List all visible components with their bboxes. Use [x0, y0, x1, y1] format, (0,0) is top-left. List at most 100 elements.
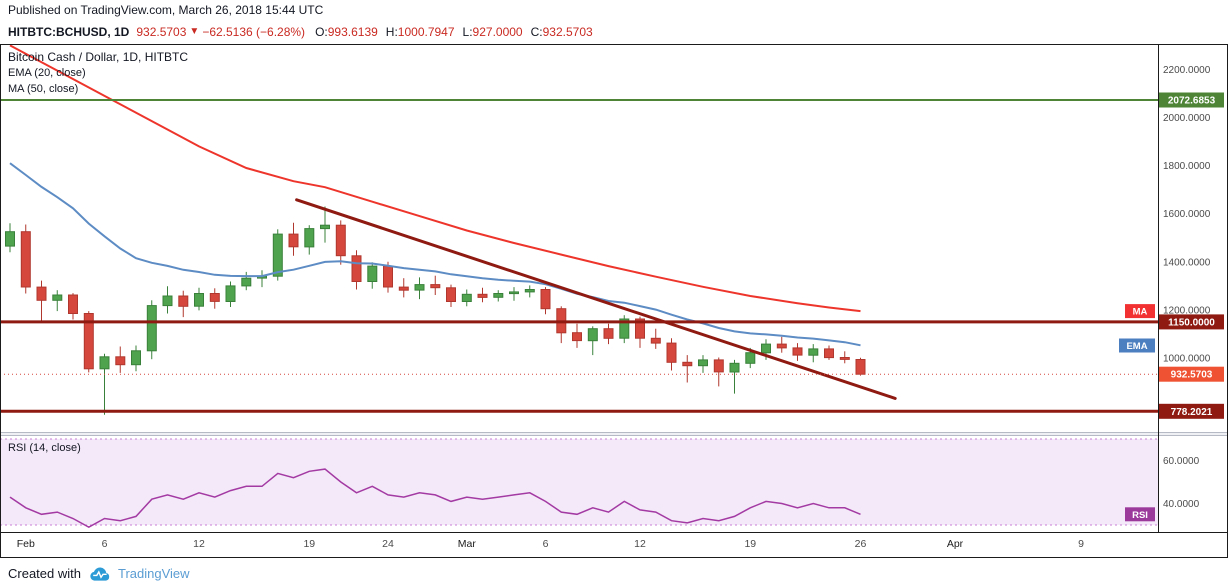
ema20-line [9, 162, 861, 347]
candle-body [115, 356, 126, 366]
indicator-badge [1125, 304, 1155, 319]
tradingview-brand-link[interactable]: TradingView [117, 566, 190, 581]
candle-body [83, 313, 94, 370]
candle-body [304, 228, 315, 248]
candle-body [225, 285, 236, 302]
candle-body [146, 305, 157, 352]
ma50-line [9, 44, 861, 313]
price-axis-label: 1400.0000 [1163, 257, 1211, 268]
candle-body [383, 265, 393, 288]
candle-body [398, 286, 409, 291]
time-axis-label: 24 [382, 538, 394, 550]
candle-body [36, 286, 47, 301]
candle-body [194, 293, 204, 307]
candle-body [241, 277, 252, 287]
price-badge-text: 2072.6853 [1168, 96, 1216, 107]
rsi-axis-label: 60.0000 [1163, 456, 1200, 467]
rsi-pane[interactable] [0, 438, 1158, 528]
price-axis-label: 1800.0000 [1163, 161, 1211, 172]
candle-body [540, 289, 551, 310]
high-value: H:1000.7947 [385, 24, 455, 39]
chart-area[interactable]: 2200.0000 2000.0000 1800.0000 1600.0000 1400… [0, 44, 1228, 558]
rsi-axis-label: 40.0000 [1163, 499, 1200, 510]
candle-body [477, 293, 488, 298]
price-axis-label: 1000.0000 [1163, 354, 1211, 365]
candle-body [761, 343, 771, 354]
time-axis[interactable]: Feb 6 12 19 24 Mar 6 12 19 26 Apr 9 [17, 538, 1084, 550]
symbol-status-line: HITBTC:BCHUSD, 1D 932.5703 ▼ −62.5136 (−… [0, 20, 1228, 43]
price-axis[interactable]: 2200.0000 2000.0000 1800.0000 1600.0000 1400… [1119, 65, 1224, 522]
indicator-badge [1119, 338, 1155, 353]
candle-body [461, 293, 472, 302]
candle-body [430, 284, 441, 289]
candle-body [162, 295, 173, 307]
candle-body [792, 347, 803, 356]
pane-separator[interactable] [0, 432, 1228, 436]
time-axis-label: 6 [543, 538, 549, 550]
candle-body [682, 361, 693, 367]
indicator-badge-text: MA [1133, 307, 1148, 318]
last-price-value: 932.5703 [136, 24, 187, 39]
candle-body [178, 295, 189, 307]
time-axis-label: 26 [855, 538, 867, 550]
close-value: C:932.5703 [530, 24, 593, 39]
main-pane[interactable] [5, 44, 897, 415]
price-axis-label: 1200.0000 [1163, 305, 1211, 316]
candle-body [635, 318, 645, 339]
candle-body [855, 359, 866, 375]
price-axis-label: 2000.0000 [1163, 113, 1211, 124]
candle-body [68, 294, 78, 314]
rsi-line [9, 468, 861, 528]
candle-body [20, 231, 31, 288]
low-value: L:927.0000 [462, 24, 523, 39]
time-axis-label: 12 [634, 538, 646, 550]
change-value: −62.5136 (−6.28%) [202, 24, 306, 39]
candle-body [713, 359, 724, 373]
price-badge-text: 778.2021 [1171, 407, 1213, 418]
price-badge [1159, 366, 1224, 382]
candle-body [587, 328, 598, 342]
candle-body [839, 357, 850, 360]
candle-body [824, 348, 834, 359]
chart-canvas[interactable]: 2200.0000 2000.0000 1800.0000 1600.0000 1400… [0, 44, 1228, 558]
time-axis-label: Feb [17, 538, 35, 550]
candle-body [335, 224, 346, 257]
candle-body [509, 291, 519, 295]
candle-body [603, 328, 614, 339]
candle-body [351, 255, 362, 283]
symbol-interval: HITBTC:BCHUSD, 1D [8, 24, 130, 39]
candle-body [367, 265, 378, 283]
candle-body [808, 348, 819, 356]
indicator-badge [1125, 507, 1155, 522]
price-badge [1159, 314, 1224, 330]
down-triangle-icon: ▼ [189, 26, 200, 37]
time-axis-label: 6 [102, 538, 108, 550]
published-caption: Published on TradingView.com, March 26, … [8, 3, 324, 17]
candle-body [5, 231, 15, 247]
candle-body [729, 362, 740, 373]
time-axis-label: Mar [458, 538, 477, 550]
indicator-badge-text: EMA [1126, 341, 1147, 352]
price-badge [1159, 403, 1224, 419]
overlay-lines [0, 44, 1228, 558]
tradingview-cloud-icon [88, 566, 111, 581]
candle-body [493, 293, 504, 298]
rsi-band [0, 439, 1158, 525]
created-with-text: Created with [8, 566, 81, 581]
candle-body [131, 350, 141, 366]
time-axis-label: 12 [193, 538, 205, 550]
candle-body [619, 318, 630, 339]
candle-body [776, 343, 787, 349]
candle-body [650, 337, 661, 344]
trend-line[interactable] [295, 198, 897, 400]
indicator-badge-text: RSI [1132, 510, 1148, 521]
time-axis-label: 19 [303, 538, 315, 550]
price-badge-text: 1150.0000 [1168, 317, 1215, 328]
candle-body [446, 287, 456, 302]
candle-body [272, 233, 283, 277]
candle-body [320, 224, 330, 230]
time-axis-label: Apr [947, 538, 964, 550]
price-badge [1159, 92, 1224, 108]
candle-body [666, 342, 677, 363]
